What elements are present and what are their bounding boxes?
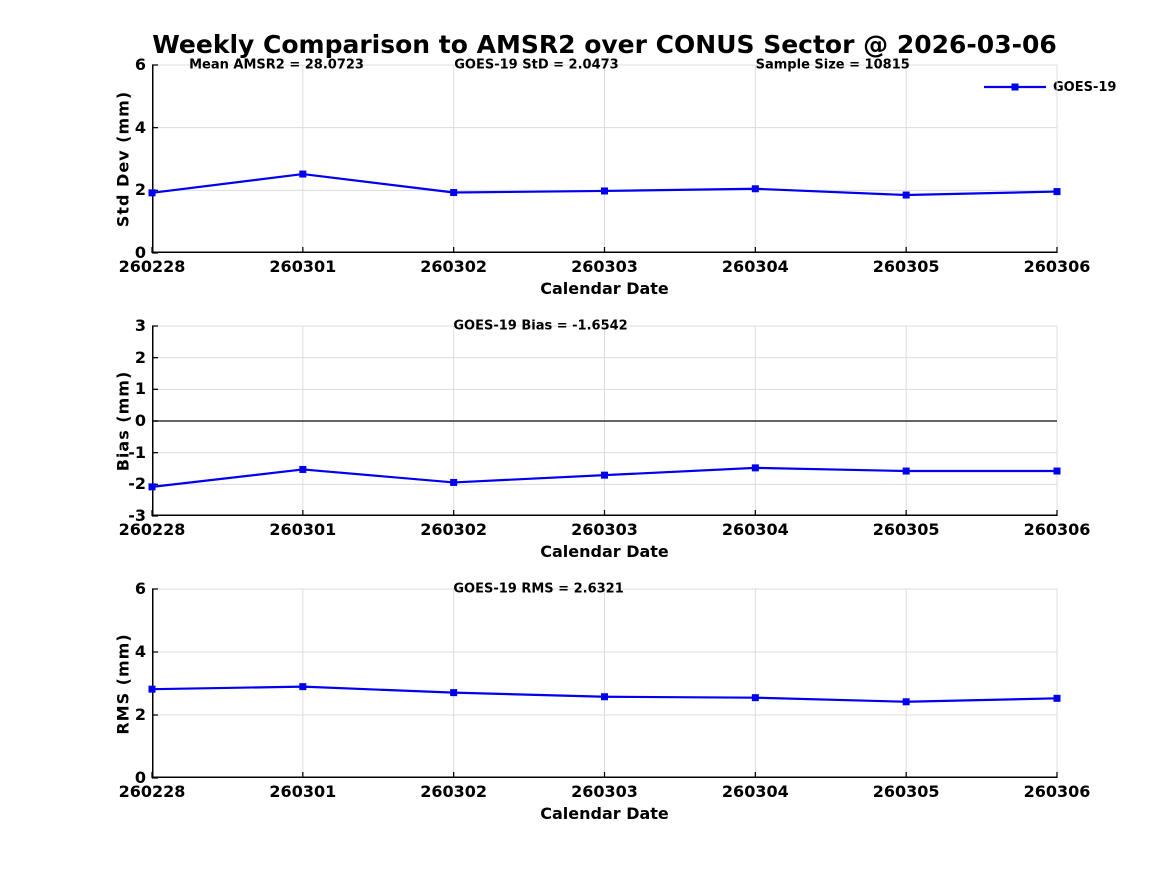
subplot-annotation: Mean AMSR2 = 28.0723 <box>189 57 364 73</box>
subplot-annotation: GOES-19 RMS = 2.6321 <box>453 581 624 597</box>
x-tick-label: 260304 <box>721 257 789 276</box>
data-point <box>299 170 307 178</box>
x-tick-label: 260305 <box>872 257 940 276</box>
subplot-annotation: GOES-19 StD = 2.0473 <box>454 57 619 73</box>
data-point <box>601 471 608 479</box>
y-tick-label: 0 <box>134 411 146 430</box>
data-point <box>148 189 156 197</box>
data-point <box>601 187 608 195</box>
y-tick-label: -1 <box>128 442 146 462</box>
subplot-2-canvas <box>148 588 1061 779</box>
data-point <box>751 464 759 472</box>
y-tick-label: 2 <box>134 705 146 724</box>
y-tick-label: 2 <box>134 347 146 367</box>
x-tick-label: 260302 <box>420 257 488 276</box>
x-tick-label: 260302 <box>420 782 488 801</box>
data-point <box>299 465 307 473</box>
y-tick-label: 4 <box>134 117 146 137</box>
y-tick-label: 6 <box>134 579 146 598</box>
data-point <box>902 698 910 706</box>
data-point <box>902 467 910 475</box>
y-tick-label: 1 <box>134 379 146 399</box>
x-tick-label: 260306 <box>1023 257 1091 276</box>
x-tick-label: 260228 <box>118 520 186 539</box>
legend: GOES-19 <box>983 78 1116 96</box>
y-tick-label: 0 <box>134 768 146 787</box>
x-tick-label: 260303 <box>571 782 638 801</box>
x-tick-label: 260301 <box>269 782 337 801</box>
x-tick-label: 260302 <box>420 520 488 539</box>
y-tick-label: 4 <box>134 642 146 661</box>
x-tick-label: 260306 <box>1023 782 1091 801</box>
axis-ylabel: Bias (mm) <box>113 370 133 472</box>
subplot-0-canvas <box>148 64 1061 254</box>
data-point <box>1053 694 1061 702</box>
subplot-annotation: GOES-19 Bias = -1.6542 <box>453 318 628 334</box>
data-point <box>450 689 458 697</box>
x-tick-label: 260305 <box>872 782 940 801</box>
data-point <box>450 189 458 197</box>
x-tick-label: 260305 <box>872 520 940 539</box>
axis-ylabel: Std Dev (mm) <box>113 90 133 228</box>
y-tick-label: 2 <box>134 180 146 200</box>
legend-label: GOES-19 <box>1053 79 1117 95</box>
y-tick-label: 3 <box>134 316 146 335</box>
x-tick-label: 260303 <box>571 257 638 276</box>
subplot-1-canvas <box>148 325 1061 517</box>
data-point <box>1053 467 1061 475</box>
axis-xlabel: Calendar Date <box>540 542 669 561</box>
x-tick-label: 260304 <box>721 782 789 801</box>
legend-line-marker-icon <box>984 83 1046 91</box>
x-tick-label: 260306 <box>1023 520 1091 539</box>
x-tick-label: 260301 <box>269 520 337 539</box>
x-tick-label: 260228 <box>118 257 186 276</box>
y-tick-label: -3 <box>128 506 146 525</box>
data-point <box>1053 188 1061 196</box>
data-point <box>902 191 910 199</box>
x-tick-label: 260301 <box>269 257 337 276</box>
y-tick-label: 6 <box>134 55 146 74</box>
axis-xlabel: Calendar Date <box>540 279 669 298</box>
x-tick-label: 260303 <box>571 520 638 539</box>
axis-xlabel: Calendar Date <box>540 804 669 823</box>
figure-title: Weekly Comparison to AMSR2 over CONUS Se… <box>152 30 1057 59</box>
axis-ylabel: RMS (mm) <box>113 632 133 735</box>
subplot-annotation: Sample Size = 10815 <box>755 57 910 73</box>
y-tick-label: 0 <box>134 243 146 262</box>
x-tick-label: 260228 <box>118 782 186 801</box>
x-tick-label: 260304 <box>721 520 789 539</box>
data-point <box>148 483 156 491</box>
data-point <box>751 185 759 193</box>
data-point <box>148 685 156 693</box>
data-point <box>601 693 608 701</box>
data-point <box>450 478 458 486</box>
data-point <box>299 683 307 691</box>
data-point <box>751 694 759 702</box>
y-tick-label: -2 <box>128 474 146 494</box>
